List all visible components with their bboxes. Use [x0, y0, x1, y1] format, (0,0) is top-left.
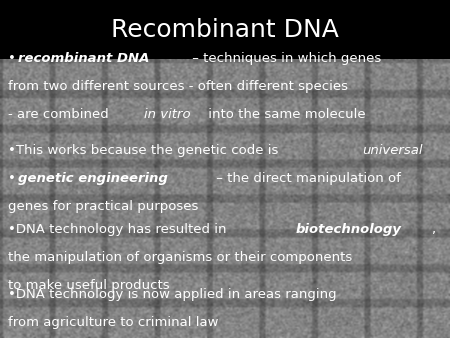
- Text: in vitro: in vitro: [144, 108, 190, 121]
- Text: - are combined: - are combined: [8, 108, 113, 121]
- Bar: [0, 0, 450, 59]
- Text: •This works because the genetic code is: •This works because the genetic code is: [8, 144, 283, 156]
- Text: from agriculture to criminal law: from agriculture to criminal law: [8, 316, 219, 329]
- Text: •: •: [8, 52, 16, 65]
- Text: – techniques in which genes: – techniques in which genes: [188, 52, 381, 65]
- Text: ,: ,: [432, 223, 441, 236]
- Text: •DNA technology is now applied in areas ranging: •DNA technology is now applied in areas …: [8, 288, 337, 301]
- Text: genetic engineering: genetic engineering: [18, 172, 168, 185]
- Text: biotechnology: biotechnology: [296, 223, 401, 236]
- Text: – the direct manipulation of: – the direct manipulation of: [212, 172, 400, 185]
- Text: into the same molecule: into the same molecule: [204, 108, 365, 121]
- Text: •: •: [8, 172, 16, 185]
- Text: genes for practical purposes: genes for practical purposes: [8, 200, 198, 213]
- Text: from two different sources - often different species: from two different sources - often diffe…: [8, 80, 348, 93]
- Text: universal: universal: [362, 144, 423, 156]
- Text: Recombinant DNA: Recombinant DNA: [111, 18, 339, 42]
- Text: the manipulation of organisms or their components: the manipulation of organisms or their c…: [8, 251, 352, 264]
- Text: to make useful products: to make useful products: [8, 279, 170, 291]
- Text: recombinant DNA: recombinant DNA: [18, 52, 150, 65]
- Text: •DNA technology has resulted in: •DNA technology has resulted in: [8, 223, 231, 236]
